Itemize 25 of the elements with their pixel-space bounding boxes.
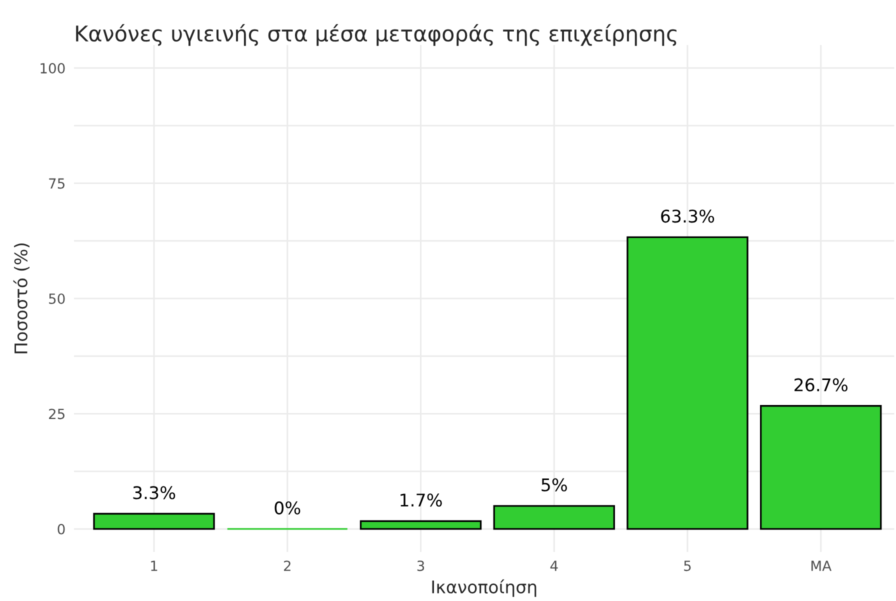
data-label: 63.3% [661, 210, 714, 223]
x-tick-label: ΜΑ [811, 560, 832, 571]
x-tick-label: 1 [151, 560, 158, 571]
x-tick-label: 2 [284, 560, 290, 571]
x-tick-label: 4 [550, 560, 558, 571]
bar [493, 505, 615, 530]
data-label: 3.3% [133, 486, 176, 500]
x-tick-label: 5 [684, 560, 691, 572]
bar [93, 512, 215, 530]
y-axis-title: Ποσοστό (%) [13, 244, 30, 354]
data-label: 0% [274, 501, 300, 514]
data-label: 5% [542, 478, 567, 492]
x-tick-label: 3 [417, 560, 424, 572]
x-axis-title: Ικανοποίηση [432, 579, 536, 597]
y-tick-label: 100 [40, 63, 65, 74]
chart-title: Κανόνες υγιεινής στα μέσα μεταφοράς της επιχείρησης [76, 24, 676, 46]
bar [760, 405, 882, 530]
y-tick-label: 25 [49, 408, 64, 420]
y-tick-label: 75 [49, 178, 64, 189]
data-label: 1.7% [400, 494, 442, 507]
y-tick-label: 50 [49, 293, 65, 304]
y-tick-label: 0 [58, 524, 65, 534]
data-label: 26.7% [794, 378, 848, 392]
bar [626, 236, 748, 530]
bar [360, 520, 482, 530]
